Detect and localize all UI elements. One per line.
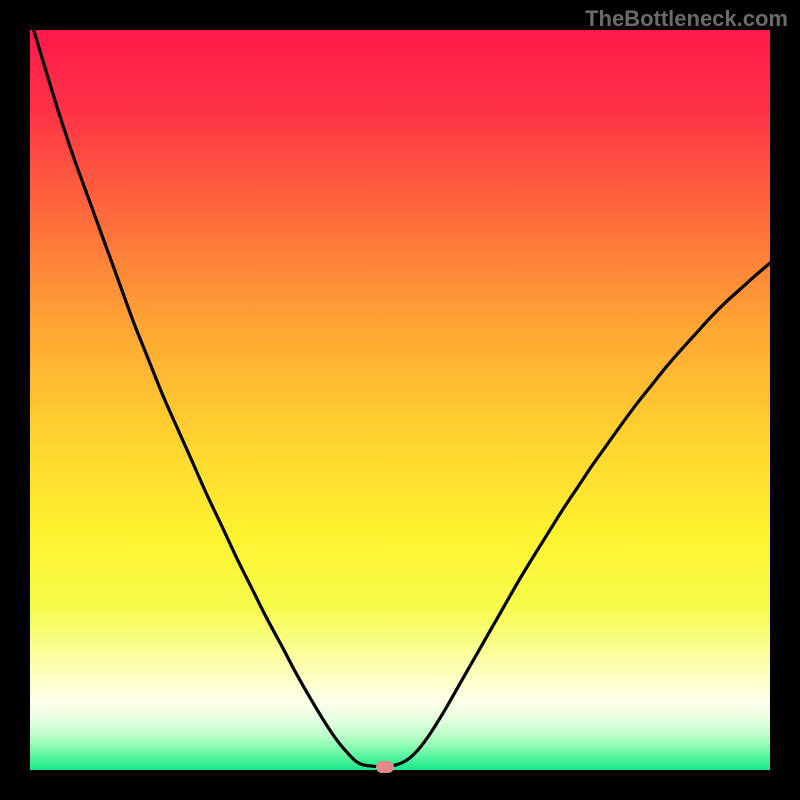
- plot-svg: [30, 30, 770, 770]
- chart-container: TheBottleneck.com: [0, 0, 800, 800]
- minimum-marker: [376, 761, 394, 773]
- plot-background: [30, 30, 770, 770]
- watermark-text: TheBottleneck.com: [585, 6, 788, 32]
